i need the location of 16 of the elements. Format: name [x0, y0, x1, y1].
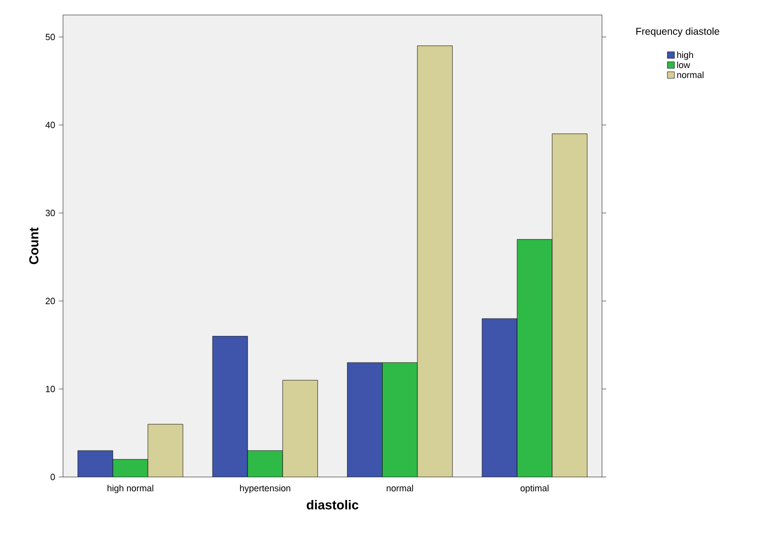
y-tick-label: 0: [50, 474, 55, 480]
y-tick-label: 20: [46, 298, 55, 304]
y-tick-label: 10: [46, 386, 55, 392]
legend-title: Frequency diastole: [636, 28, 720, 37]
x-tick-label: hypertension: [240, 484, 290, 494]
x-tick-label: high normal: [108, 484, 154, 494]
legend-label: low: [677, 61, 690, 68]
y-tick-label: 30: [46, 210, 55, 216]
x-axis-title: diastolic: [306, 500, 358, 510]
legend-label: normal: [677, 71, 704, 78]
y-tick-label: 40: [45, 122, 55, 128]
legend-label: high: [677, 52, 694, 60]
x-tick-label: normal: [386, 484, 413, 492]
y-axis-title: Count: [29, 227, 38, 264]
y-tick-label: 50: [46, 34, 55, 40]
x-tick-label: optimal: [520, 484, 548, 494]
